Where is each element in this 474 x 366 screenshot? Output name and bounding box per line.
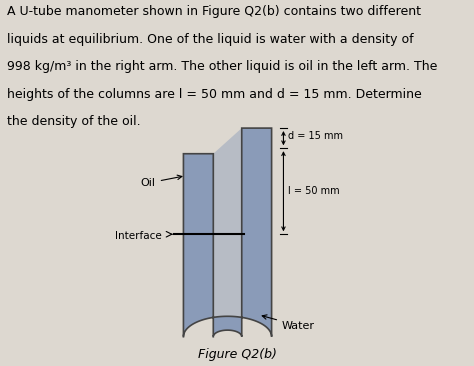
Text: the density of the oil.: the density of the oil. <box>7 115 141 128</box>
Text: liquids at equilibrium. One of the liquid is water with a density of: liquids at equilibrium. One of the liqui… <box>7 33 414 46</box>
Text: Oil: Oil <box>141 175 182 188</box>
Text: 998 kg/m³ in the right arm. The other liquid is oil in the left arm. The: 998 kg/m³ in the right arm. The other li… <box>7 60 438 74</box>
Polygon shape <box>183 128 272 337</box>
Text: Interface: Interface <box>115 231 162 241</box>
Text: Water: Water <box>262 315 315 331</box>
Text: A U-tube manometer shown in Figure Q2(b) contains two different: A U-tube manometer shown in Figure Q2(b)… <box>7 5 421 19</box>
Text: Figure Q2(b): Figure Q2(b) <box>198 347 276 361</box>
Text: heights of the columns are l = 50 mm and d = 15 mm. Determine: heights of the columns are l = 50 mm and… <box>7 88 422 101</box>
Text: d = 15 mm: d = 15 mm <box>288 131 343 141</box>
Text: l = 50 mm: l = 50 mm <box>288 186 340 196</box>
Polygon shape <box>213 128 242 337</box>
